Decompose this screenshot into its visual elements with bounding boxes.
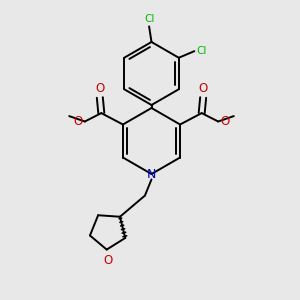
Text: O: O: [95, 82, 104, 95]
Text: O: O: [103, 254, 113, 267]
Text: O: O: [199, 82, 208, 95]
Text: Cl: Cl: [144, 14, 154, 24]
Text: Cl: Cl: [196, 46, 206, 56]
Text: O: O: [220, 115, 230, 128]
Text: N: N: [147, 167, 156, 181]
Text: O: O: [73, 115, 83, 128]
